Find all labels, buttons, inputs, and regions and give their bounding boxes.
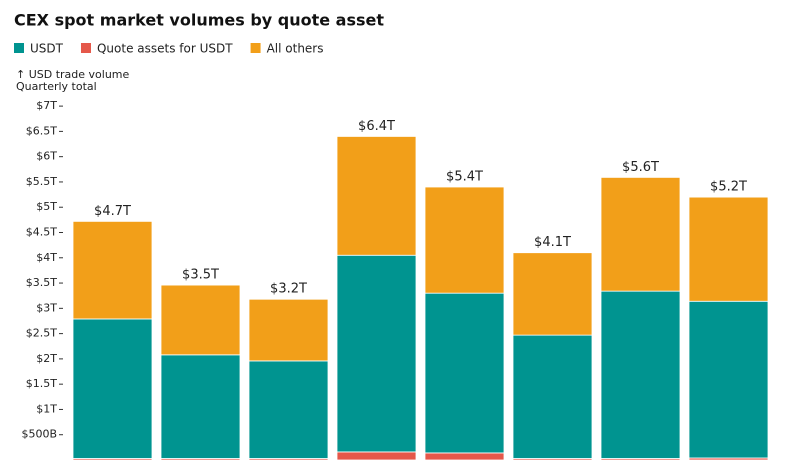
bar-segment	[248, 360, 329, 459]
y-tick-label: $5T	[36, 200, 57, 213]
bar-segment	[72, 318, 153, 459]
bar-segment	[512, 334, 593, 459]
bar-segment	[600, 176, 681, 292]
bar-total-label: $3.2T	[270, 282, 307, 297]
bar-segment	[424, 186, 505, 294]
y-tick-label: $7T	[36, 99, 57, 112]
chart-title: CEX spot market volumes by quote asset	[14, 11, 384, 30]
bar-total-label: $4.7T	[94, 204, 131, 219]
y-axis-note: Quarterly total	[16, 80, 97, 93]
y-tick-label: $1.5T	[26, 377, 57, 390]
bar-total-label: $6.4T	[358, 119, 395, 134]
y-tick-label: $3T	[36, 301, 57, 314]
y-tick-label: $3.5T	[26, 276, 57, 289]
bar-total-label: $5.4T	[446, 170, 483, 185]
legend-label: All others	[267, 42, 324, 56]
bar-segment	[336, 451, 417, 460]
bar-segment	[600, 290, 681, 459]
bar-segment	[424, 452, 505, 460]
y-tick-label: $2T	[36, 352, 57, 365]
legend-swatch	[80, 43, 91, 53]
y-tick-label: $500B	[21, 428, 57, 441]
y-tick-label: $6T	[36, 150, 57, 163]
y-axis-label: ↑ USD trade volume	[16, 68, 130, 81]
legend-label: USDT	[30, 42, 64, 56]
bar-total-label: $5.6T	[622, 160, 659, 175]
y-tick-label: $4T	[36, 251, 57, 264]
y-tick-label: $4.5T	[26, 226, 57, 239]
bar-total-label: $3.5T	[182, 268, 219, 283]
bar-segment	[424, 292, 505, 454]
legend-swatch	[14, 43, 24, 53]
legend-label: Quote assets for USDT	[97, 42, 233, 56]
y-tick-label: $2.5T	[26, 327, 57, 340]
y-tick-label: $1T	[36, 402, 57, 415]
bar-segment	[688, 196, 769, 302]
bar-segment	[336, 136, 417, 256]
bar-segment	[688, 300, 769, 459]
bar-segment	[72, 220, 153, 320]
bar-total-label: $4.1T	[534, 235, 571, 250]
bar-segment	[160, 354, 241, 459]
y-tick-label: $6.5T	[26, 124, 57, 137]
y-tick-label: $5.5T	[26, 175, 57, 188]
legend-swatch	[250, 43, 261, 53]
bar-segment	[160, 284, 241, 356]
bar-segment	[336, 254, 417, 453]
bar-segment	[512, 252, 593, 336]
bar-total-label: $5.2T	[710, 180, 747, 195]
bar-segment	[248, 298, 329, 362]
